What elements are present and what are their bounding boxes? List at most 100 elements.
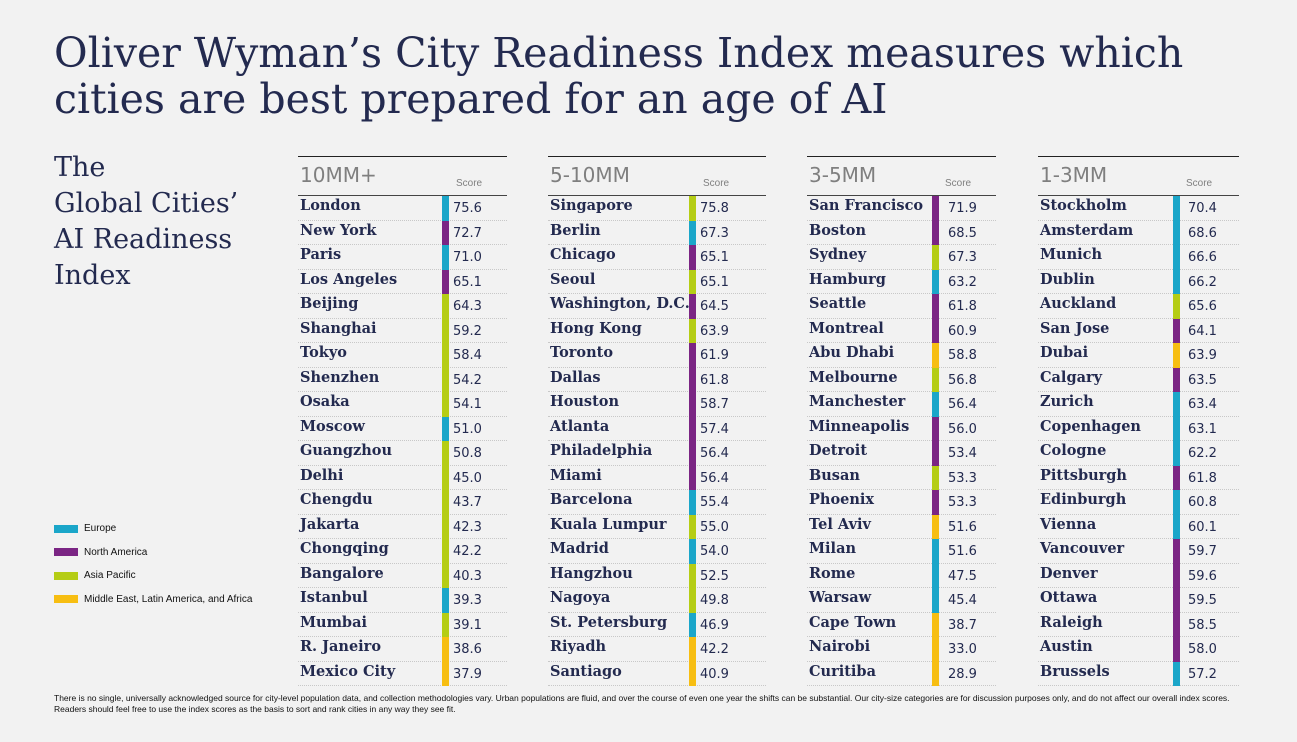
city-row: Austin 58.0 bbox=[1038, 637, 1239, 662]
footnote: There is no single, universally acknowle… bbox=[54, 693, 1230, 714]
column-top-rule bbox=[298, 156, 507, 157]
subtitle-line: The bbox=[54, 152, 106, 183]
city-name: Washington, D.C. bbox=[550, 295, 690, 312]
subtitle-line: Index bbox=[54, 260, 131, 291]
city-row: St. Petersburg 46.9 bbox=[548, 612, 766, 637]
region-color-bar bbox=[442, 588, 449, 613]
region-color-bar bbox=[1173, 612, 1180, 637]
city-name: Singapore bbox=[550, 197, 633, 214]
region-color-bar bbox=[932, 220, 939, 245]
legend-label: Middle East, Latin America, and Africa bbox=[84, 593, 253, 605]
city-row: Calgary 63.5 bbox=[1038, 367, 1239, 392]
region-color-bar bbox=[932, 294, 939, 319]
city-row: Shanghai 59.2 bbox=[298, 318, 507, 343]
city-score: 53.4 bbox=[948, 446, 977, 461]
city-score: 43.7 bbox=[453, 495, 482, 510]
city-row: New York 72.7 bbox=[298, 220, 507, 245]
title-line-2: cities are best prepared for an age of A… bbox=[54, 75, 888, 123]
city-score: 65.1 bbox=[700, 274, 729, 290]
region-color-bar bbox=[932, 196, 939, 221]
region-color-bar bbox=[689, 416, 696, 441]
legend-item-europe: Europe bbox=[54, 517, 252, 541]
city-name: Pittsburgh bbox=[1040, 466, 1127, 484]
city-score: 45.4 bbox=[948, 593, 977, 608]
city-score: 58.4 bbox=[453, 348, 482, 363]
city-row: Guangzhou 50.8 bbox=[298, 441, 507, 466]
city-name: Shanghai bbox=[300, 319, 377, 337]
city-name: Nairobi bbox=[809, 638, 871, 655]
region-color-bar bbox=[1173, 318, 1180, 343]
region-color-bar bbox=[442, 367, 449, 392]
city-score: 52.5 bbox=[700, 568, 729, 584]
score-column-label: Score bbox=[703, 178, 730, 189]
city-score: 63.4 bbox=[1188, 397, 1217, 412]
city-name: Edinburgh bbox=[1040, 491, 1127, 508]
city-row: Zurich 63.4 bbox=[1038, 392, 1239, 417]
region-legend: Europe North America Asia Pacific Middle… bbox=[54, 517, 252, 611]
city-row: Atlanta 57.4 bbox=[548, 416, 766, 441]
city-name: Philadelphia bbox=[550, 442, 653, 459]
city-row: Seoul 65.1 bbox=[548, 269, 766, 294]
city-name: Stockholm bbox=[1040, 197, 1127, 214]
city-row: Dublin 66.2 bbox=[1038, 269, 1239, 294]
city-name: Tel Aviv bbox=[809, 515, 871, 533]
region-color-bar bbox=[442, 612, 449, 637]
city-row: Melbourne 56.8 bbox=[807, 367, 996, 392]
legend-label: Asia Pacific bbox=[84, 570, 136, 582]
city-score: 45.0 bbox=[453, 470, 482, 486]
region-color-bar bbox=[689, 343, 696, 368]
city-name: Manchester bbox=[809, 393, 906, 410]
region-color-bar bbox=[689, 539, 696, 564]
column-header: 10MM+ Score bbox=[298, 157, 507, 196]
city-name: Vienna bbox=[1040, 515, 1097, 533]
city-score: 42.3 bbox=[453, 519, 482, 535]
city-row: Shenzhen 54.2 bbox=[298, 367, 507, 392]
city-name: St. Petersburg bbox=[550, 613, 668, 631]
city-row: Minneapolis 56.0 bbox=[807, 416, 996, 441]
city-row: Berlin 67.3 bbox=[548, 220, 766, 245]
city-score: 40.3 bbox=[453, 568, 482, 584]
size-group-column: 5-10MM Score Singapore 75.8 Berlin 67.3 Chicag… bbox=[548, 156, 766, 686]
city-row: Pittsburgh 61.8 bbox=[1038, 465, 1239, 490]
city-row: Raleigh 58.5 bbox=[1038, 612, 1239, 637]
city-row: Hong Kong 63.9 bbox=[548, 318, 766, 343]
city-row: Osaka 54.1 bbox=[298, 392, 507, 417]
region-color-bar bbox=[442, 661, 449, 686]
size-group-column: 3-5MM Score San Francisco 71.9 Boston 68.5 Syd… bbox=[807, 156, 996, 686]
city-score: 49.8 bbox=[700, 593, 729, 608]
city-name: Bangalore bbox=[300, 564, 384, 582]
legend-item-north-america: North America bbox=[54, 541, 252, 565]
city-row: Hamburg 63.2 bbox=[807, 269, 996, 294]
column-top-rule bbox=[1038, 156, 1239, 157]
column-header: 5-10MM Score bbox=[548, 157, 766, 196]
size-group-title: 10MM+ bbox=[300, 163, 377, 187]
score-column-label: Score bbox=[1186, 178, 1213, 189]
size-group-column: 10MM+ Score London 75.6 New York 72.7 Paris 71.… bbox=[298, 156, 507, 686]
city-name: Detroit bbox=[809, 442, 868, 459]
city-row: Curitiba 28.9 bbox=[807, 661, 996, 686]
city-row: Santiago 40.9 bbox=[548, 661, 766, 686]
city-score: 58.0 bbox=[1188, 642, 1217, 657]
column-header: 3-5MM Score bbox=[807, 157, 996, 196]
city-name: Dubai bbox=[1040, 344, 1089, 361]
region-color-bar bbox=[1173, 490, 1180, 515]
city-row: Miami 56.4 bbox=[548, 465, 766, 490]
region-color-bar bbox=[932, 367, 939, 392]
city-score: 65.1 bbox=[700, 250, 729, 265]
city-row: Philadelphia 56.4 bbox=[548, 441, 766, 466]
city-name: Melbourne bbox=[809, 368, 898, 386]
city-row: Riyadh 42.2 bbox=[548, 637, 766, 662]
size-group-column: 1-3MM Score Stockholm 70.4 Amsterdam 68.6 Muni… bbox=[1038, 156, 1239, 686]
city-score: 72.7 bbox=[453, 225, 482, 241]
city-name: Tokyo bbox=[300, 344, 347, 361]
city-name: Santiago bbox=[550, 662, 622, 680]
city-name: Milan bbox=[809, 540, 857, 557]
region-color-bar bbox=[442, 245, 449, 270]
region-color-bar bbox=[1173, 563, 1180, 588]
region-color-bar bbox=[689, 588, 696, 613]
city-score: 63.2 bbox=[948, 274, 977, 290]
city-score: 55.0 bbox=[700, 519, 729, 535]
city-row: Mexico City 37.9 bbox=[298, 661, 507, 686]
region-color-bar bbox=[932, 392, 939, 417]
city-name: Vancouver bbox=[1040, 540, 1125, 557]
